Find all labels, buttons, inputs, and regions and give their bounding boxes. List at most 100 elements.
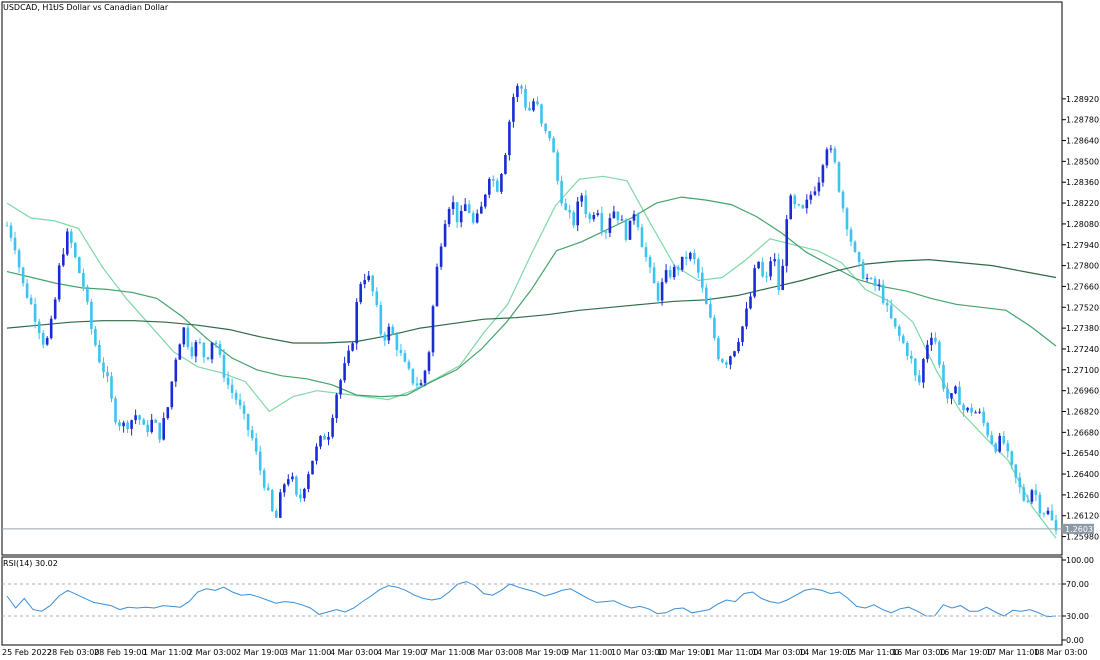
candle-bull	[279, 492, 282, 518]
candle-bear	[560, 180, 563, 204]
candle-bear	[467, 204, 471, 213]
candle-bull	[283, 484, 286, 493]
candle-bear	[496, 180, 499, 192]
moving-average-medium	[6, 196, 1057, 398]
candle-bear	[873, 278, 877, 286]
candle-bull	[620, 219, 624, 221]
candle-bull	[57, 265, 61, 300]
candle-bear	[902, 335, 905, 343]
candle-bear	[1002, 435, 1006, 444]
candle-bull	[53, 299, 57, 319]
candle-bear	[849, 229, 853, 242]
candle-bull	[516, 85, 519, 97]
price-tick-label: 1.27660	[1066, 282, 1099, 291]
candle-bear	[910, 355, 913, 359]
candle-bear	[536, 101, 539, 105]
candle-bear	[9, 225, 13, 238]
candle-bear	[299, 494, 302, 499]
candle-bear	[110, 376, 113, 399]
candle-bear	[556, 152, 559, 181]
rsi-title: RSI(14) 30.02	[3, 559, 58, 568]
candle-bear	[214, 342, 218, 344]
rsi-indicator-pane[interactable]	[1, 556, 1063, 646]
rsi-tick-label: 0.00	[1066, 636, 1084, 645]
candle-bear	[1014, 464, 1018, 478]
candle-bear	[644, 247, 648, 257]
chart-symbol-title: USDCAD, H1:	[3, 3, 56, 12]
price-pane-border	[1, 1, 1063, 556]
candle-bear	[604, 231, 608, 233]
rsi-tick-label: 30.00	[1066, 612, 1089, 621]
candle-bull	[741, 326, 744, 342]
price-chart-pane[interactable]	[1, 1, 1063, 556]
candle-bull	[926, 344, 929, 360]
candle-bull	[592, 215, 596, 220]
candle-bear	[520, 85, 523, 89]
candle-bear	[584, 195, 588, 214]
candle-bear	[761, 261, 764, 277]
candle-bear	[616, 211, 620, 221]
candle-bear	[1042, 513, 1046, 515]
price-axis: 1.28920 1.28780 1.28640 1.28500 1.28360 1.282…	[1062, 95, 1099, 542]
candle-bull	[130, 420, 133, 429]
candle-bear	[230, 384, 234, 393]
candle-bull	[343, 363, 346, 381]
candle-bull	[865, 278, 869, 279]
candle-bull	[387, 326, 391, 341]
time-tick-label: 11 Mar 11:00	[705, 648, 758, 657]
price-tick-label: 1.28920	[1066, 95, 1099, 104]
price-tick-label: 1.28360	[1066, 178, 1099, 187]
candle-bull	[335, 394, 338, 418]
candle-bull	[327, 436, 330, 440]
price-tick-label: 1.27380	[1066, 324, 1099, 333]
candle-bull	[291, 476, 294, 480]
candle-bull	[307, 474, 310, 489]
candle-bear	[889, 305, 893, 319]
price-tick-label: 1.26820	[1066, 408, 1099, 417]
price-tick-label: 1.26680	[1066, 428, 1099, 437]
candle-bear	[142, 419, 145, 425]
candle-bull	[427, 352, 431, 371]
candle-bull	[162, 418, 165, 440]
candle-bear	[994, 443, 997, 452]
price-tick-label: 1.27100	[1066, 366, 1099, 375]
time-tick-label: 10 Mar 19:00	[657, 648, 710, 657]
candle-bull	[821, 165, 825, 183]
candle-bull	[431, 306, 435, 353]
candle-bull	[805, 199, 809, 209]
candle-bull	[339, 380, 342, 395]
candle-bear	[295, 476, 298, 495]
candle-bear	[238, 399, 242, 406]
price-tick-label: 1.27940	[1066, 241, 1099, 250]
time-tick-label: 14 Mar 19:00	[799, 648, 852, 657]
time-tick-label: 16 Mar 19:00	[939, 648, 992, 657]
candle-bull	[966, 407, 969, 411]
candle-bear	[721, 359, 724, 363]
candle-bull	[922, 359, 925, 383]
candle-bull	[580, 195, 583, 202]
candle-bear	[5, 225, 9, 227]
candle-bear	[1022, 487, 1026, 501]
candle-bear	[226, 377, 230, 385]
candle-bear	[21, 267, 25, 284]
candle-bull	[484, 194, 487, 207]
price-tick-label: 1.28500	[1066, 157, 1099, 166]
candle-bear	[946, 388, 949, 399]
candle-bull	[170, 381, 174, 408]
price-tick-label: 1.27240	[1066, 345, 1099, 354]
candle-bear	[797, 204, 801, 206]
candle-bull	[359, 284, 362, 303]
candle-bear	[222, 354, 226, 378]
candle-bull	[789, 195, 792, 220]
candle-bull	[62, 254, 65, 266]
candle-bear	[242, 405, 246, 414]
candle-bull	[998, 435, 1001, 452]
price-tick-label: 1.26960	[1066, 387, 1099, 396]
candle-bear	[271, 490, 274, 511]
candle-bear	[403, 353, 407, 362]
price-tick-label: 1.27520	[1066, 303, 1099, 312]
candle-bear	[391, 326, 395, 335]
time-tick-label: 28 Feb 19:00	[94, 648, 146, 657]
